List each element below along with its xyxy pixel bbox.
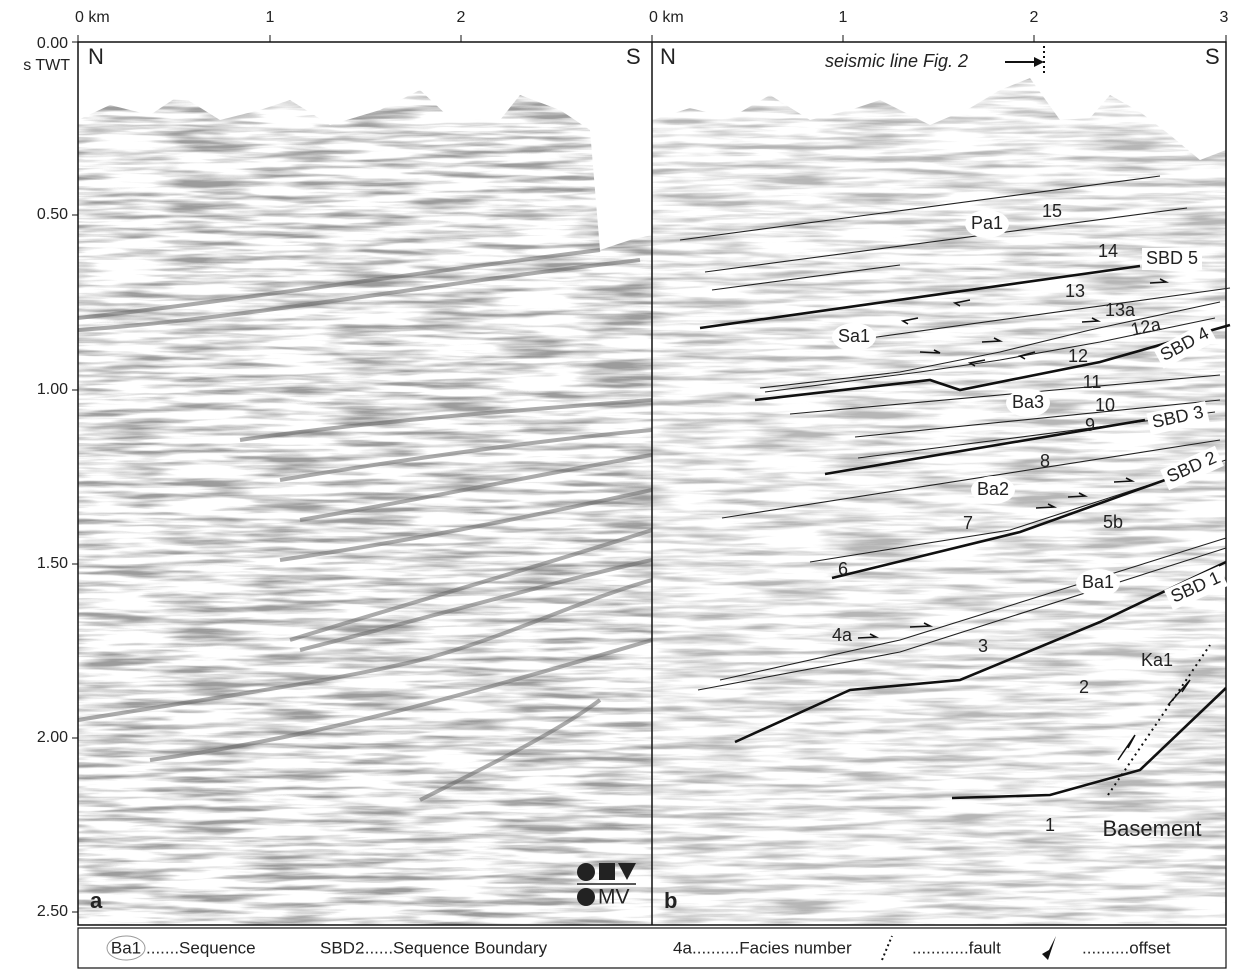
legend-symbol: SBD2 [320, 938, 364, 957]
time-tick: 0.00 [37, 35, 68, 52]
facies: 3 [978, 636, 988, 656]
north: N [660, 44, 676, 69]
sequence: Ba1 [1082, 572, 1114, 592]
facies: 14 [1098, 241, 1118, 261]
legend-text: .......Sequence [146, 938, 256, 957]
time-tick: 2.50 [37, 903, 68, 920]
legend-text: ..........Facies number [692, 938, 852, 957]
legend-symbol: 4a [673, 938, 692, 957]
km-tick: 1 [839, 9, 848, 26]
km-tick: 1 [266, 9, 275, 26]
arrow-head [1034, 57, 1044, 67]
facies: 7 [963, 513, 973, 533]
sequence: Ba3 [1012, 392, 1044, 412]
facies: 12 [1068, 346, 1088, 366]
km-tick: 2 [457, 9, 466, 26]
panel-label: b [664, 888, 677, 913]
north: N [88, 44, 104, 69]
annotation: seismic line Fig. 2 [825, 51, 968, 71]
facies-labels: 15 14 13 13a 12a 12 11 10 9 8 7 5b 6 4a … [832, 201, 1202, 841]
logo-text: MV [598, 886, 630, 909]
km-tick: 0 km [649, 9, 684, 26]
facies: 2 [1079, 677, 1089, 697]
km-tick: 2 [1030, 9, 1039, 26]
sequence: Sa1 [838, 326, 870, 346]
km-axis: 0 km 1 2 0 km 1 2 3 [75, 9, 1229, 43]
time-axis: 0.00 s TWT 0.50 1.00 1.50 2.00 2.50 [23, 35, 78, 920]
sequence: Ka1 [1141, 650, 1173, 670]
km-tick: 3 [1220, 9, 1229, 26]
legend-text: ............fault [912, 938, 1001, 957]
facies: 13 [1065, 281, 1085, 301]
time-tick: 0.50 [37, 206, 68, 223]
sequence: Ba2 [977, 479, 1009, 499]
seismic-a [78, 90, 652, 925]
facies: 10 [1095, 395, 1115, 415]
facies: 11 [1083, 372, 1102, 392]
facies: 8 [1040, 451, 1050, 471]
panel-label: a [90, 888, 103, 913]
boundary: SBD 5 [1146, 248, 1198, 268]
facies: 1 [1045, 815, 1055, 835]
facies: 15 [1042, 201, 1062, 221]
km-tick: 0 km [75, 9, 110, 26]
legend-symbol: Ba1 [111, 938, 141, 957]
south: S [1205, 44, 1220, 69]
facies: 9 [1085, 415, 1095, 435]
horizons [679, 175, 1231, 800]
south: S [626, 44, 641, 69]
facies: 5b [1103, 512, 1123, 532]
sequence: Pa1 [971, 213, 1003, 233]
time-tick: 2.00 [37, 729, 68, 746]
basement: Basement [1102, 816, 1201, 841]
seismic-b [652, 78, 1226, 925]
legend-text: .......Sequence Boundary [360, 938, 548, 957]
facies: 6 [838, 559, 848, 579]
legend-text: ..........offset [1082, 938, 1171, 957]
legend: Ba1 .......Sequence SBD2 .......Sequence… [106, 935, 1171, 961]
sequence-labels: Pa1 Sa1 Ba3 Ba2 Ba1 Ka1 [832, 210, 1173, 670]
time-unit: s TWT [23, 57, 70, 74]
facies: 4a [832, 625, 853, 645]
time-tick: 1.50 [37, 555, 68, 572]
facies: 13a [1105, 300, 1136, 320]
logo: MV [577, 863, 636, 909]
legend-box [77, 927, 1227, 969]
time-tick: 1.00 [37, 381, 68, 398]
